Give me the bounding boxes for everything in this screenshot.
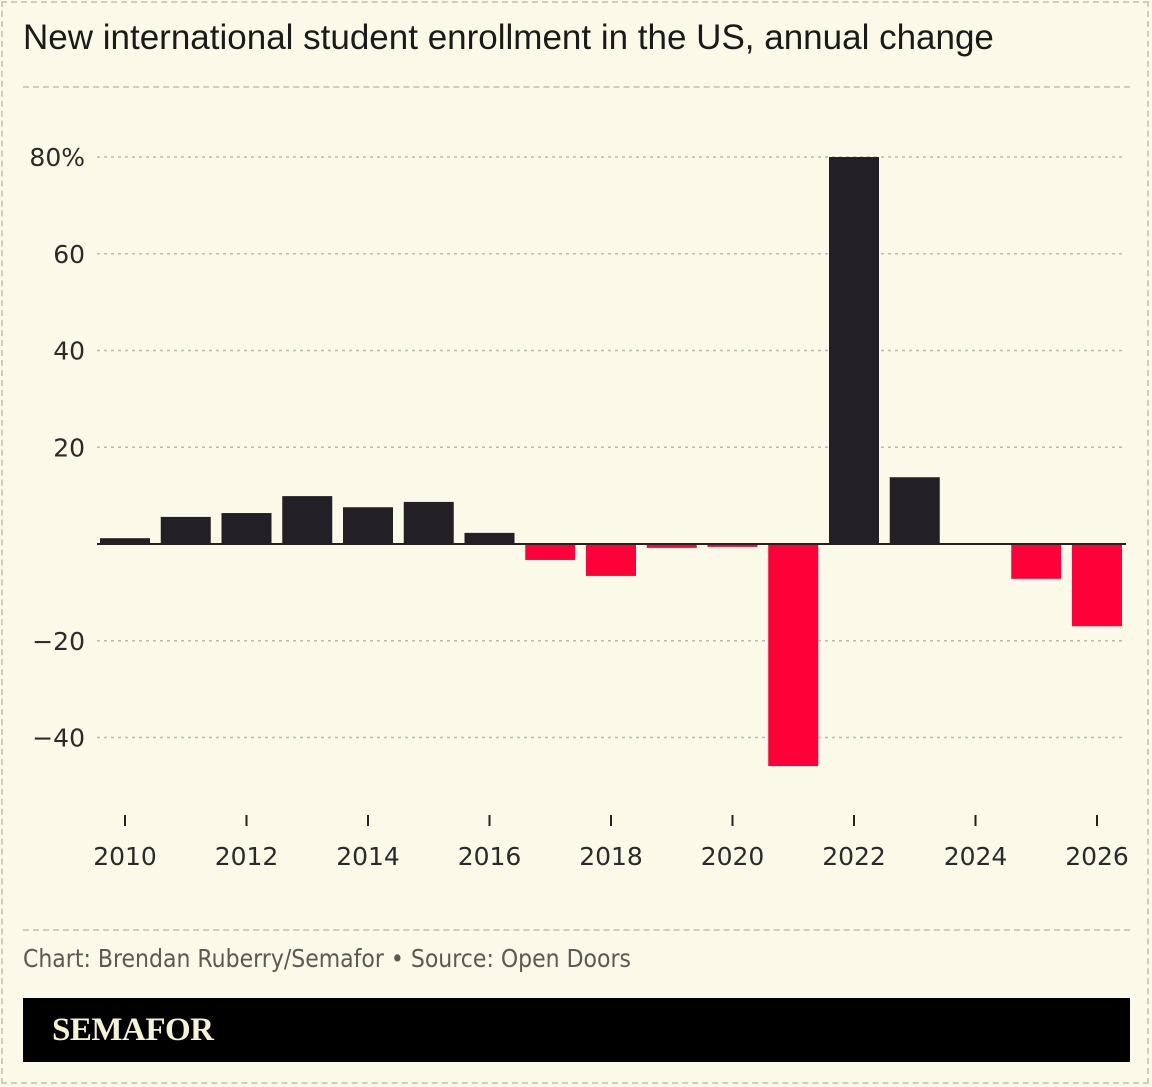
bar-2022	[829, 157, 879, 544]
y-tick-label: −40	[32, 724, 85, 753]
bar-2016	[464, 532, 515, 544]
y-tick-label: 40	[53, 337, 85, 366]
x-tick-label: 2022	[822, 842, 886, 871]
divider	[23, 929, 1130, 931]
bar-2018	[586, 544, 636, 576]
bar-2014	[343, 507, 393, 544]
x-tick-label: 2016	[458, 842, 522, 871]
y-tick-label: 80%	[29, 143, 85, 172]
x-tick-label: 2014	[336, 842, 400, 871]
brand-bar: SEMAFOR	[23, 998, 1130, 1062]
x-tick-label: 2024	[944, 842, 1008, 871]
x-tick-label: 2010	[93, 842, 157, 871]
bar-2020	[707, 544, 758, 547]
y-tick-label: −20	[32, 627, 85, 656]
bar-2021	[768, 544, 819, 767]
y-tick-label: 20	[53, 433, 85, 462]
bar-chart: 80% 60 40 20 −20 −40 2010 2012 2014 2016 2018 2020 2…	[29, 143, 1129, 871]
bar-2013	[282, 496, 333, 544]
bar-2011	[160, 516, 211, 544]
x-tick-label: 2020	[701, 842, 765, 871]
bar-2026	[1072, 544, 1122, 627]
bar-2012	[221, 513, 272, 544]
chart-credit: Chart: Brendan Ruberry/Semafor • Source:…	[23, 944, 631, 973]
divider	[23, 86, 1130, 88]
bar-2015	[403, 501, 454, 544]
x-tick-label: 2026	[1065, 842, 1129, 871]
semafor-logo: SEMAFOR	[52, 1012, 214, 1048]
bar-2010	[100, 538, 150, 544]
bar-2023	[889, 477, 940, 544]
bar-2017	[525, 544, 576, 560]
x-tick-label: 2018	[579, 842, 643, 871]
x-tick-label: 2012	[215, 842, 279, 871]
chart-title: New international student enrollment in …	[23, 18, 994, 57]
y-tick-label: 60	[53, 240, 85, 269]
bar-2019	[646, 544, 697, 548]
bar-2025	[1011, 544, 1062, 579]
